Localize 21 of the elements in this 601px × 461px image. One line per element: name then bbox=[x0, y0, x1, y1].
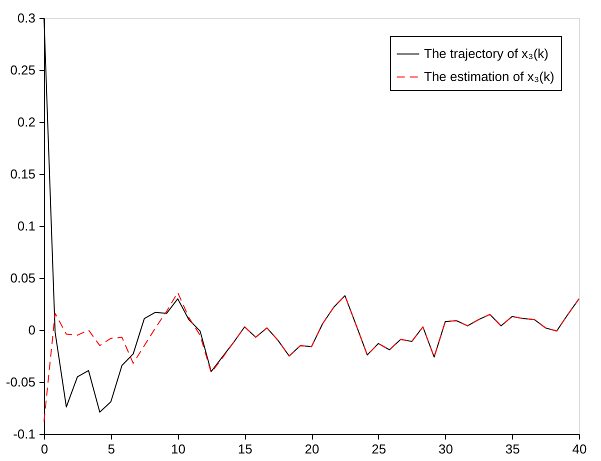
legend-label: The estimation of x₃(k) bbox=[424, 69, 554, 84]
y-tick-label: 0 bbox=[28, 322, 36, 338]
y-tick-label: -0.05 bbox=[6, 374, 36, 390]
line-series bbox=[44, 292, 580, 422]
x-tick-label: 15 bbox=[238, 442, 252, 456]
y-tick-label: 0.3 bbox=[17, 10, 36, 26]
x-tick-label: 0 bbox=[40, 442, 48, 456]
y-tick-label: 0.15 bbox=[10, 166, 36, 182]
x-tick-label: 20 bbox=[304, 442, 320, 456]
y-tick-label: 0.05 bbox=[10, 270, 36, 286]
y-tick-label: 0.2 bbox=[17, 114, 36, 130]
x-tick-label: 10 bbox=[171, 442, 186, 456]
legend-label: The trajectory of x₃(k) bbox=[424, 46, 548, 61]
x-tick-label: 35 bbox=[505, 442, 520, 456]
x-tick-label: 25 bbox=[372, 442, 386, 456]
y-tick-label: -0.1 bbox=[13, 426, 36, 442]
x-tick-label: 40 bbox=[572, 442, 587, 456]
y-tick-label: 0.1 bbox=[17, 218, 36, 234]
x-tick-label: 30 bbox=[438, 442, 453, 456]
y-tick-label: 0.25 bbox=[10, 62, 36, 78]
x-tick-label: 5 bbox=[108, 442, 115, 456]
